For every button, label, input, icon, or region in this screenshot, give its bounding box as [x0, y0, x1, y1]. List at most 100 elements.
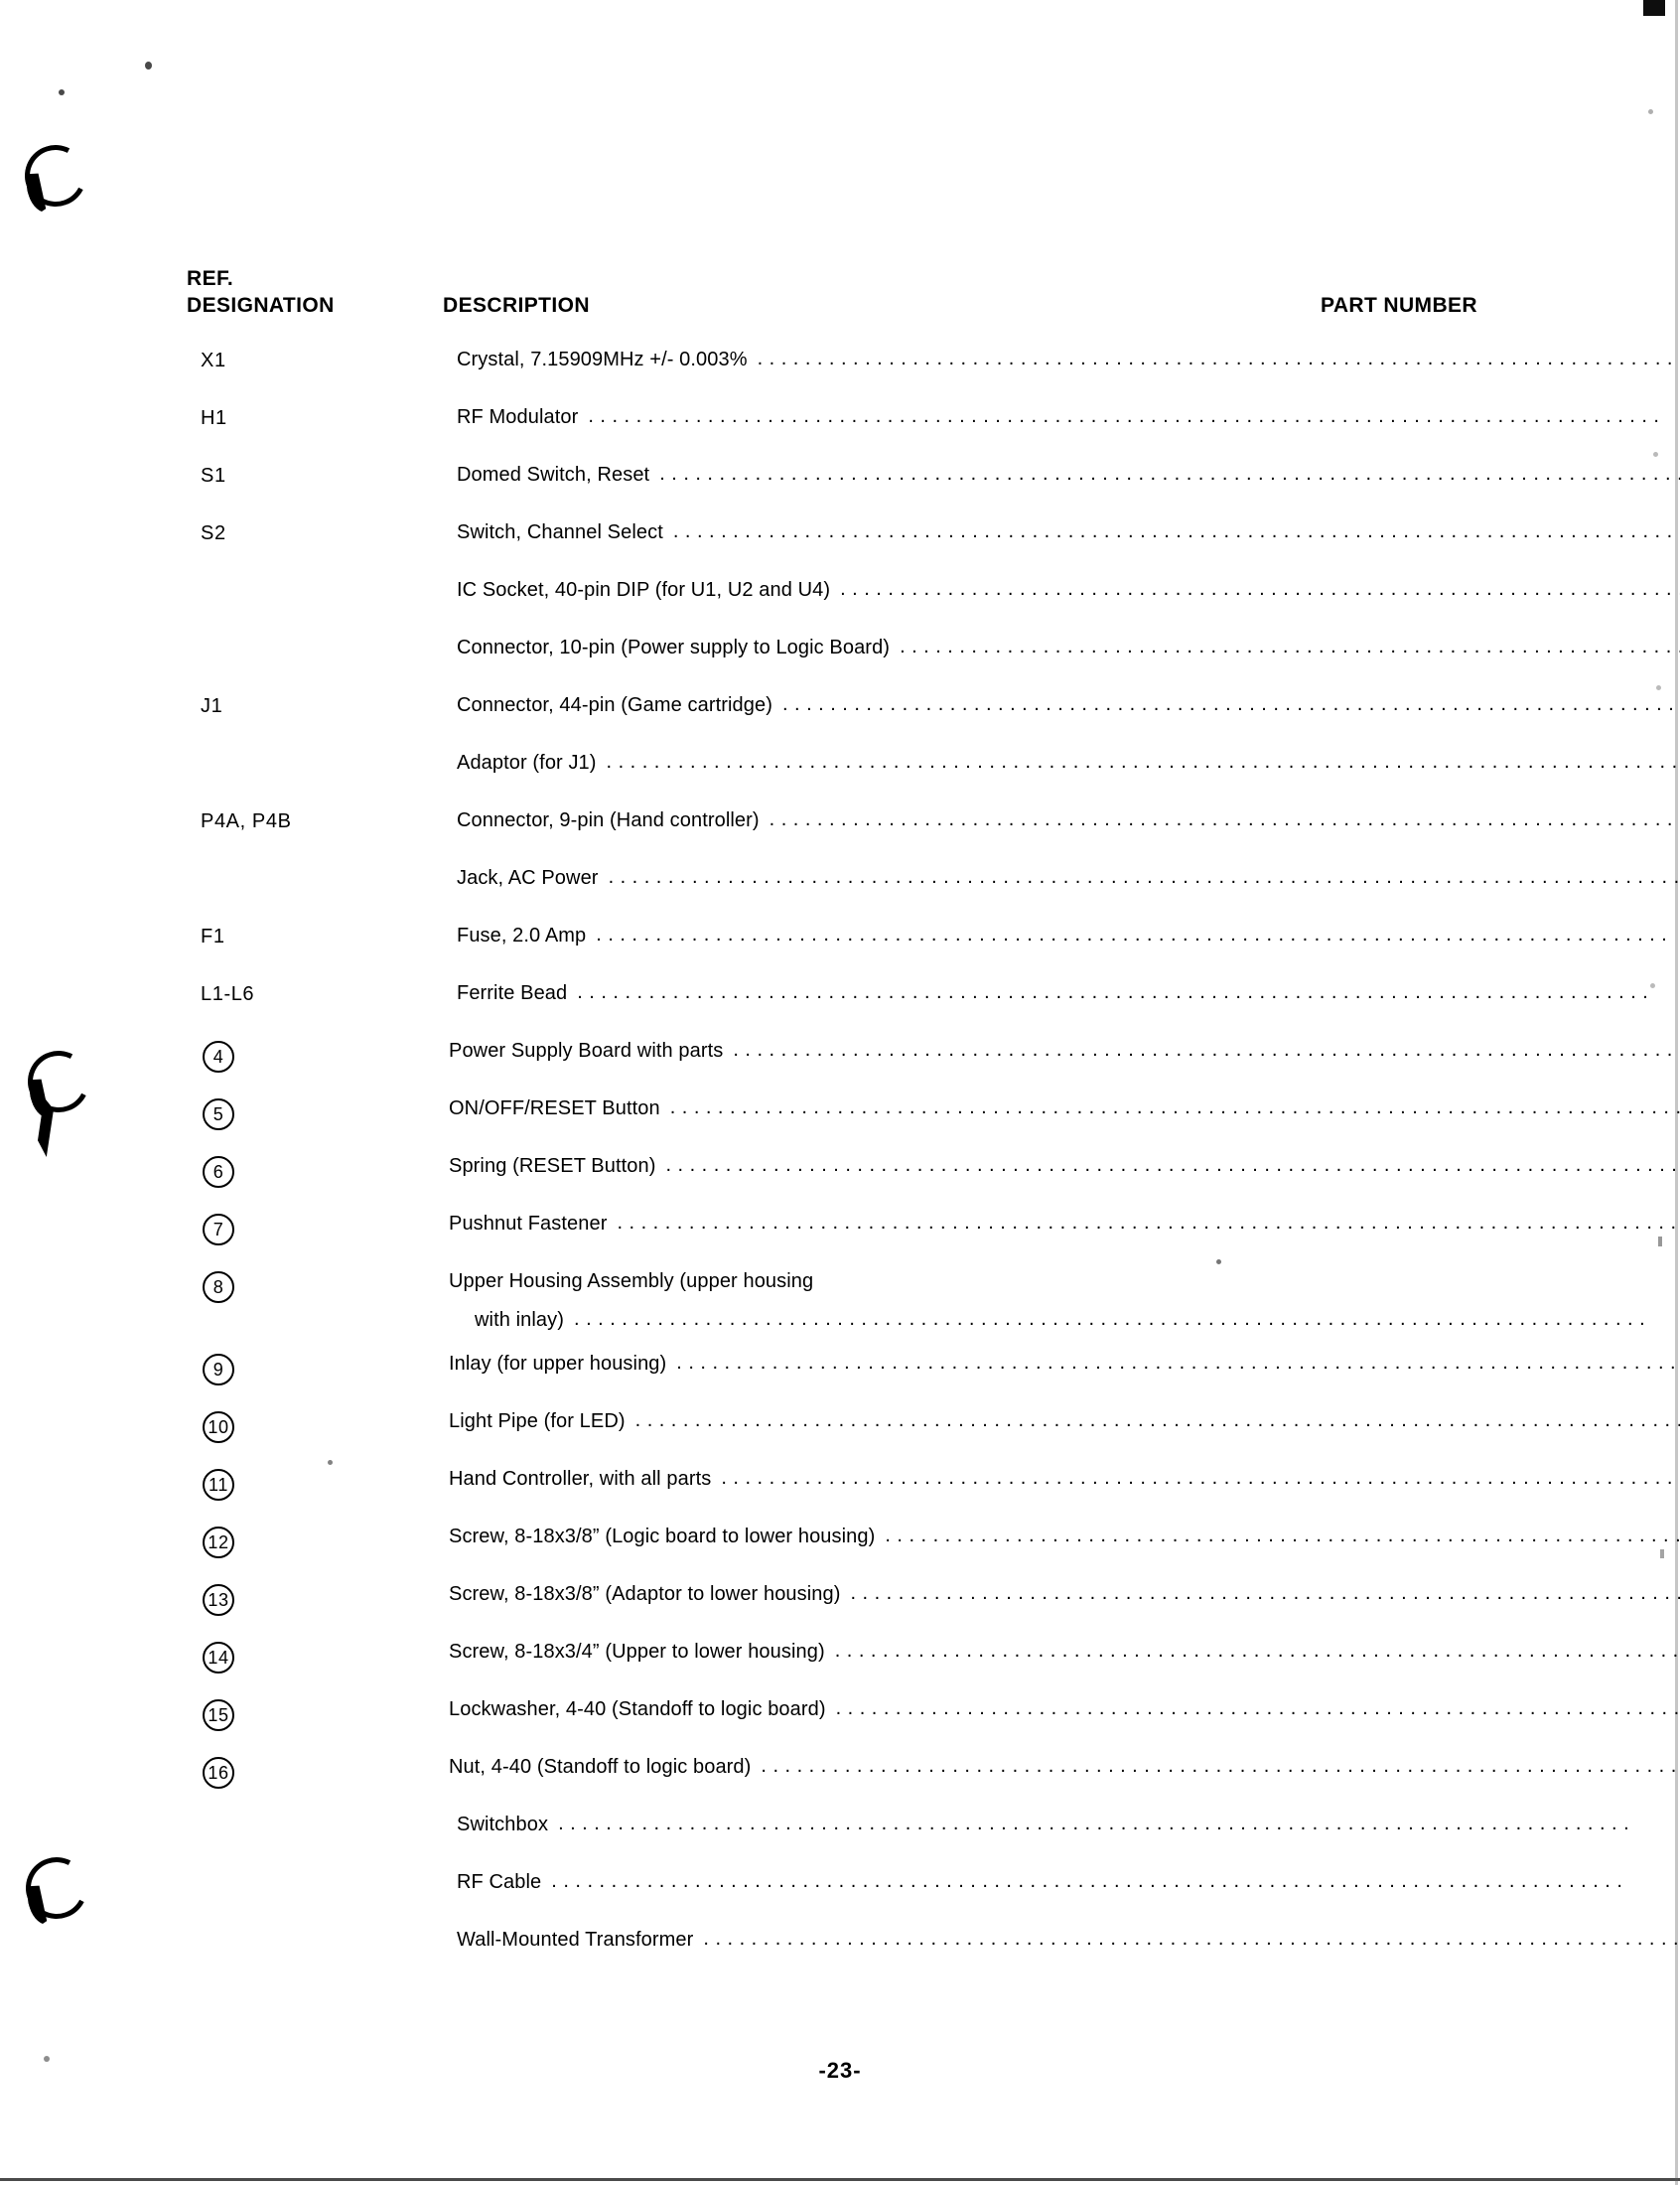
table-row: 14 Screw, 8-18x3/4” (Upper to lower housi… — [187, 1640, 1680, 1677]
table-body: X1 Crystal, 7.15909MHz +/- 0.003%........… — [187, 348, 1680, 1966]
hole-punch-icon — [19, 1042, 98, 1121]
circled-callout-number: 14 — [203, 1641, 234, 1674]
part-number-cell: 0099-1360 — [1656, 981, 1680, 1004]
description-text: Domed Switch, Reset — [457, 463, 650, 486]
table-row: 12 Screw, 8-18x3/8” (Logic board to lower… — [187, 1525, 1680, 1562]
description-text-continued: with inlay) — [475, 1308, 565, 1331]
dot-leader: ........................................… — [596, 923, 1674, 946]
dot-leader: ........................................… — [558, 1812, 1636, 1834]
description-cell: Connector, 10-pin (Power supply to Logic… — [457, 636, 1680, 659]
parts-list-table: REF. DESIGNATION DESCRIPTION PART NUMBER… — [187, 266, 1680, 1985]
scan-bottom-edge — [0, 2178, 1680, 2181]
dot-leader: ........................................… — [617, 1211, 1680, 1234]
description-text: IC Socket, 40-pin DIP (for U1, U2 and U4… — [457, 578, 831, 601]
description-cell: IC Socket, 40-pin DIP (for U1, U2 and U4… — [457, 578, 1680, 602]
description-cell: Screw, 8-18x3/4” (Upper to lower housing… — [449, 1640, 1680, 1664]
description-cell: ON/OFF/RESET Button.....................… — [449, 1096, 1680, 1120]
ref-designation-cell — [187, 1813, 457, 1816]
dot-leader: ........................................… — [574, 1307, 1652, 1330]
table-row: Connector, 10-pin (Power supply to Logic… — [187, 636, 1680, 673]
ref-designation-cell: 5 — [187, 1096, 449, 1130]
table-header-row: REF. DESIGNATION DESCRIPTION PART NUMBER — [187, 266, 1477, 320]
ref-designation-cell: H1 — [201, 406, 227, 429]
part-number-cell: 2609-4689 — [1667, 405, 1680, 428]
table-row: Wall-Mounted Transformer................… — [187, 1928, 1680, 1966]
scan-speck — [328, 1460, 333, 1465]
description-cell: Domed Switch, Reset.....................… — [457, 463, 1680, 487]
ref-designation-cell: 11 — [187, 1467, 449, 1501]
description-text: Screw, 8-18x3/8” (Adaptor to lower housi… — [449, 1582, 841, 1605]
table-row: 16 Nut, 4-40 (Standoff to logic board)...… — [187, 1755, 1680, 1793]
description-text: Power Supply Board with parts — [449, 1039, 724, 1062]
scan-right-edge — [1675, 0, 1678, 2185]
scan-corner-artifact — [1643, 0, 1665, 16]
scan-speck — [1648, 109, 1653, 114]
table-row: L1-L6 Ferrite Bead.......................… — [187, 981, 1648, 1019]
description-cell: RF Cable................................… — [457, 1870, 1630, 1894]
table-row: 11 Hand Controller, with all parts.......… — [187, 1467, 1680, 1505]
description-cell: Spring (RESET Button)...................… — [449, 1154, 1680, 1178]
description-cell: Lockwasher, 4-40 (Standoff to logic boar… — [449, 1697, 1680, 1721]
dot-leader: ........................................… — [835, 1696, 1680, 1719]
ref-designation-cell: 4 — [187, 1039, 449, 1073]
description-text: Hand Controller, with all parts — [449, 1467, 712, 1490]
dot-leader: ........................................… — [551, 1869, 1629, 1892]
ref-designation-cell: J1 — [201, 694, 223, 717]
dot-leader: ........................................… — [665, 1153, 1680, 1176]
table-row: J1 Connector, 44-pin (Game cartridge)....… — [187, 693, 1680, 731]
table-row: S2 Switch, Channel Select................… — [187, 520, 1680, 558]
scan-speck — [145, 62, 152, 70]
part-number-cell: 0089-0115 — [1675, 924, 1680, 947]
dot-leader: ........................................… — [757, 347, 1680, 369]
dot-leader: ........................................… — [588, 404, 1666, 427]
dot-leader: ........................................… — [782, 692, 1680, 715]
circled-callout-number: 9 — [203, 1353, 234, 1385]
part-number-cell: 2609-9599 — [1630, 1870, 1680, 1893]
description-text: Lockwasher, 4-40 (Standoff to logic boar… — [449, 1697, 826, 1720]
table-row: P4A, P4B Connector, 9-pin (Hand controlle… — [187, 808, 1680, 846]
dot-leader: ........................................… — [659, 462, 1680, 485]
circled-callout-number: 13 — [203, 1583, 234, 1616]
scan-speck — [1653, 452, 1658, 457]
description-text: Ferrite Bead — [457, 981, 568, 1004]
part-number-cell: 2609-9609 — [1637, 1813, 1680, 1835]
description-cell: Light Pipe (for LED)....................… — [449, 1409, 1680, 1433]
table-row: 6 Spring (RESET Button)..................… — [187, 1154, 1680, 1192]
description-text: ON/OFF/RESET Button — [449, 1096, 660, 1119]
table-row: 7 Pushnut Fastener.......................… — [187, 1212, 1680, 1249]
description-text: Adaptor (for J1) — [457, 751, 597, 774]
description-cell: Adaptor (for J1)........................… — [457, 751, 1680, 775]
ref-designation-cell — [187, 1928, 457, 1931]
column-header-description: DESCRIPTION — [443, 293, 590, 317]
ref-designation-cell: 13 — [187, 1582, 449, 1616]
table-row: H1 RF Modulator..........................… — [187, 405, 1659, 443]
scan-speck — [1658, 1237, 1662, 1246]
column-header-part-number: PART NUMBER — [1320, 293, 1477, 317]
circled-callout-number: 5 — [203, 1097, 234, 1130]
dot-leader: ........................................… — [840, 577, 1680, 600]
table-row: 13 Screw, 8-18x3/8” (Adaptor to lower hou… — [187, 1582, 1680, 1620]
dot-leader: ........................................… — [761, 1754, 1680, 1777]
dot-leader: ........................................… — [672, 519, 1680, 542]
dot-leader: ........................................… — [834, 1639, 1680, 1662]
ref-designation-cell: 14 — [187, 1640, 449, 1674]
ref-designation-cell: S2 — [201, 521, 226, 544]
description-cell: Fuse, 2.0 Amp...........................… — [457, 924, 1675, 947]
table-row: S1 Domed Switch, Reset...................… — [187, 463, 1680, 501]
table-row: IC Socket, 40-pin DIP (for U1, U2 and U4… — [187, 578, 1680, 616]
description-text: Inlay (for upper housing) — [449, 1352, 667, 1375]
ref-designation-cell: X1 — [201, 349, 226, 371]
table-row: 9 Inlay (for upper housing)..............… — [187, 1352, 1680, 1389]
ref-designation-cell: L1-L6 — [201, 982, 255, 1005]
ref-designation-cell: P4A, P4B — [201, 809, 292, 832]
dot-leader: ........................................… — [606, 750, 1680, 773]
ref-designation-cell: 15 — [187, 1697, 449, 1731]
description-cell: Screw, 8-18x3/8” (Adaptor to lower housi… — [449, 1582, 1680, 1606]
description-cell: Ferrite Bead............................… — [457, 981, 1656, 1005]
table-row: F1 Fuse, 2.0 Amp.........................… — [187, 924, 1667, 961]
circled-callout-number: 6 — [203, 1155, 234, 1188]
part-number-cell: 5872-9719 — [1653, 1309, 1680, 1332]
description-cell: Power Supply Board with parts...........… — [449, 1039, 1680, 1063]
dot-leader: ........................................… — [608, 865, 1680, 888]
circled-callout-number: 12 — [203, 1526, 234, 1558]
